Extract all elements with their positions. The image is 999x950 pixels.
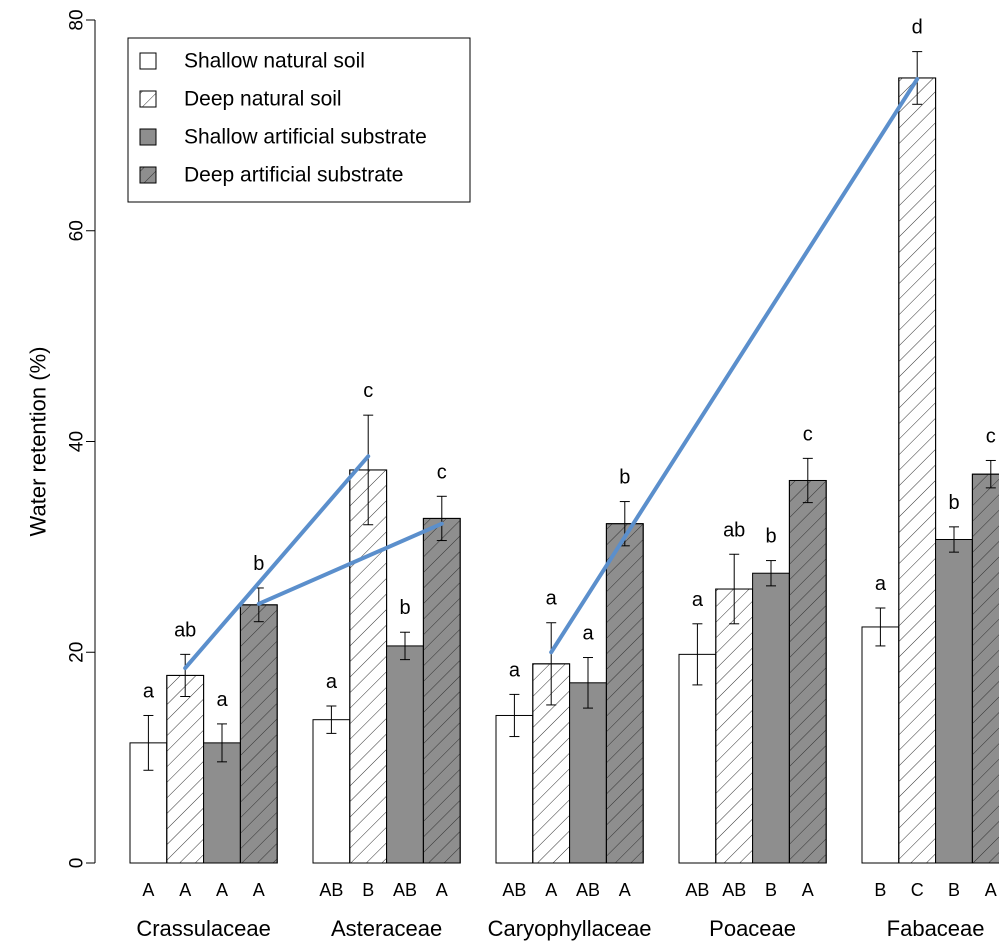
category-label: Asteraceae bbox=[331, 916, 442, 941]
category-label: Fabaceae bbox=[887, 916, 985, 941]
category-label: Poaceae bbox=[709, 916, 796, 941]
bar bbox=[569, 682, 607, 864]
bar-hatch bbox=[971, 473, 999, 864]
legend-label: Deep natural soil bbox=[184, 88, 342, 111]
group-letter: A bbox=[802, 880, 814, 900]
bar-hatch bbox=[422, 517, 461, 864]
y-axis-title: Water retention (%) bbox=[26, 347, 51, 537]
legend-label: Shallow natural soil bbox=[184, 50, 365, 73]
group-letter: A bbox=[142, 880, 154, 900]
significance-letter: b bbox=[619, 467, 630, 489]
bar-hatch bbox=[239, 604, 278, 864]
legend-swatch-hatch bbox=[139, 166, 157, 184]
bar-hatch bbox=[715, 588, 754, 864]
legend: Shallow natural soil Deep natural soil Sha… bbox=[127, 37, 471, 203]
significance-letter: a bbox=[216, 689, 228, 711]
bar-hatch bbox=[166, 674, 205, 864]
significance-letter: b bbox=[948, 492, 959, 514]
group-letter: A bbox=[545, 880, 557, 900]
significance-letter: c bbox=[803, 423, 813, 445]
significance-letter: a bbox=[326, 671, 338, 693]
group-letter: AB bbox=[722, 880, 746, 900]
bars bbox=[129, 51, 999, 864]
group-letter: A bbox=[253, 880, 265, 900]
significance-letter: a bbox=[582, 623, 594, 645]
group-letter: A bbox=[436, 880, 448, 900]
y-tick-label: 20 bbox=[67, 642, 88, 663]
category-label: Caryophyllaceae bbox=[488, 916, 652, 941]
significance-letter: b bbox=[765, 526, 776, 548]
legend-label: Shallow artificial substrate bbox=[184, 126, 427, 149]
significance-letter: d bbox=[912, 17, 923, 39]
legend-swatch bbox=[139, 52, 157, 70]
group-letter: C bbox=[911, 880, 924, 900]
bar bbox=[861, 626, 900, 864]
annotation-line bbox=[549, 77, 920, 655]
significance-letter: b bbox=[253, 553, 264, 575]
category-label: Crassulaceae bbox=[136, 916, 271, 941]
legend-label: Deep artificial substrate bbox=[184, 164, 403, 187]
bar bbox=[495, 714, 534, 864]
bar bbox=[935, 538, 973, 864]
significance-letter: c bbox=[363, 380, 373, 402]
significance-letter: ab bbox=[723, 519, 745, 541]
y-tick-label: 40 bbox=[67, 431, 88, 452]
significance-letter: a bbox=[143, 680, 155, 702]
significance-letter: a bbox=[546, 588, 558, 610]
bar bbox=[752, 572, 790, 864]
y-tick-label: 0 bbox=[67, 858, 88, 869]
group-letter: A bbox=[179, 880, 191, 900]
group-letter: A bbox=[985, 880, 997, 900]
y-tick-label: 80 bbox=[67, 9, 88, 30]
significance-letter: c bbox=[437, 461, 447, 483]
group-letter: AB bbox=[685, 880, 709, 900]
group-letter: AB bbox=[576, 880, 600, 900]
group-letter: B bbox=[765, 880, 777, 900]
y-axis: 0 20 40 60 80 Water retention (%) bbox=[26, 9, 96, 868]
significance-letter: b bbox=[399, 597, 410, 619]
annotation-lines bbox=[183, 77, 920, 671]
group-letter: B bbox=[948, 880, 960, 900]
significance-letter: a bbox=[875, 573, 887, 595]
group-letter: A bbox=[619, 880, 631, 900]
group-letter: B bbox=[874, 880, 886, 900]
group-letter: AB bbox=[502, 880, 526, 900]
bar bbox=[678, 653, 717, 864]
significance-letter: ab bbox=[174, 619, 196, 641]
bar-hatch bbox=[898, 77, 937, 864]
legend-swatch bbox=[139, 128, 157, 146]
y-tick-label: 60 bbox=[67, 220, 88, 241]
legend-box bbox=[127, 37, 471, 203]
group-letter: A bbox=[216, 880, 228, 900]
significance-letter: a bbox=[692, 589, 704, 611]
bar bbox=[386, 645, 424, 864]
significance-letter: a bbox=[509, 659, 521, 681]
bar-hatch bbox=[788, 479, 827, 864]
significance-letter: c bbox=[986, 425, 996, 447]
group-letter: AB bbox=[393, 880, 417, 900]
annotation-line bbox=[256, 521, 444, 606]
legend-swatch-hatch bbox=[139, 90, 157, 108]
group-letter: AB bbox=[319, 880, 343, 900]
bar bbox=[312, 719, 351, 864]
labels: a Aa AB a AB a AB a Bab Ac Ba Aab AB d Ca Ab AB a AB b Bb Bb A… bbox=[136, 17, 996, 941]
bar-hatch bbox=[349, 469, 388, 864]
group-letter: B bbox=[362, 880, 374, 900]
bar-hatch bbox=[605, 523, 644, 864]
annotation-line bbox=[183, 454, 371, 671]
